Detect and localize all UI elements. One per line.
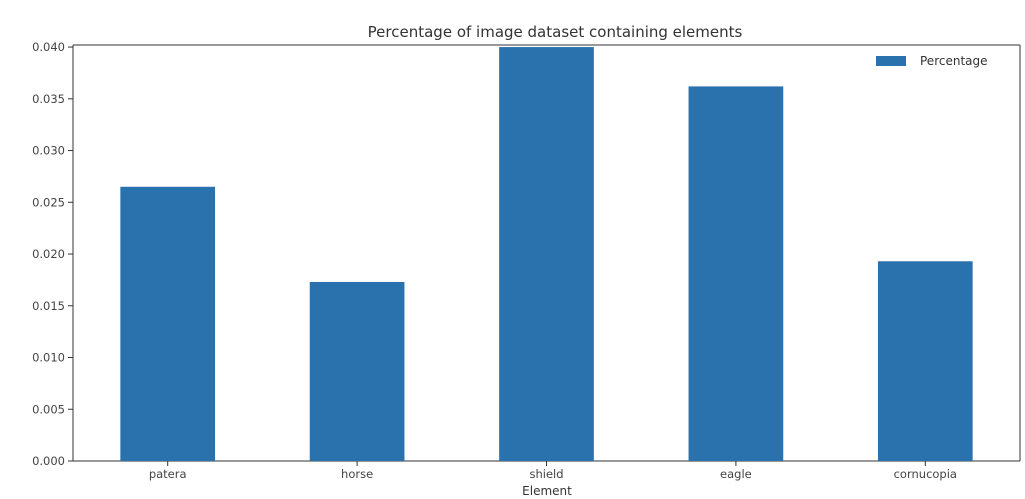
y-tick-label: 0.030 xyxy=(32,144,65,158)
bars-group xyxy=(120,47,973,462)
legend-swatch xyxy=(876,56,906,66)
y-tick-label: 0.035 xyxy=(32,92,65,106)
y-tick-label: 0.010 xyxy=(32,351,65,365)
y-tick-label: 0.040 xyxy=(32,40,65,54)
x-tick-label: shield xyxy=(529,467,563,481)
y-tick-label: 0.000 xyxy=(32,454,65,468)
legend: Percentage xyxy=(876,54,988,68)
bar-patera xyxy=(120,186,216,461)
bar-eagle xyxy=(688,86,784,461)
x-tick-label: horse xyxy=(341,467,373,481)
x-tick-label: cornucopia xyxy=(894,467,957,481)
bar-cornucopia xyxy=(877,261,973,461)
x-tick-label: patera xyxy=(149,467,187,481)
x-axis-label: Element xyxy=(522,484,572,498)
bar-shield xyxy=(499,47,594,462)
y-tick-label: 0.025 xyxy=(32,195,65,209)
y-tick-label: 0.020 xyxy=(32,247,65,261)
y-axis-ticks: 0.000 0.005 0.010 0.015 0.020 0.025 0.030 0.035… xyxy=(32,40,73,468)
x-axis-ticks: patera horse shield eagle cornucopia xyxy=(149,461,957,481)
chart-title: Percentage of image dataset containing e… xyxy=(368,23,743,41)
y-tick-label: 0.005 xyxy=(32,402,65,416)
x-tick-label: eagle xyxy=(720,467,752,481)
bar-horse xyxy=(309,281,405,461)
y-tick-label: 0.015 xyxy=(32,299,65,313)
legend-label: Percentage xyxy=(920,54,988,68)
